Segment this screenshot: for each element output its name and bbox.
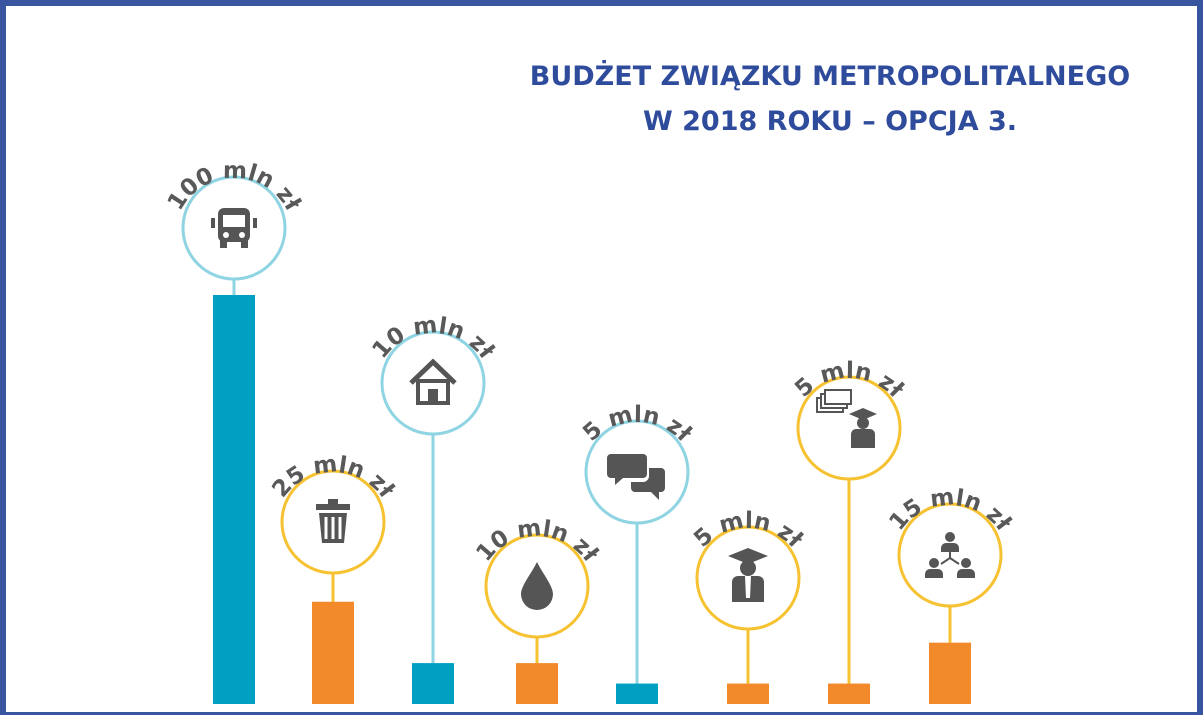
icon <box>239 232 245 238</box>
chart-title: W 2018 ROKU – OPCJA 3. <box>643 106 1017 137</box>
icon <box>253 218 257 228</box>
chart-title: BUDŻET ZWIĄZKU METROPOLITALNEGO <box>530 60 1130 92</box>
icon <box>409 358 457 385</box>
icon <box>521 562 553 610</box>
icon <box>857 417 869 429</box>
icon <box>220 240 227 248</box>
icon <box>211 218 215 228</box>
icon <box>521 562 553 610</box>
icon <box>925 532 975 578</box>
icon <box>816 389 877 448</box>
icon <box>241 240 248 248</box>
icon <box>925 569 943 578</box>
icon <box>316 499 350 543</box>
icon <box>740 560 756 576</box>
icon <box>211 208 257 248</box>
icon <box>409 358 457 405</box>
icon <box>223 215 245 227</box>
icon <box>929 558 939 568</box>
bar <box>727 683 769 704</box>
icon <box>851 429 875 448</box>
icon <box>416 379 450 405</box>
bar <box>412 663 454 704</box>
icon <box>945 532 955 542</box>
bar <box>828 683 870 704</box>
icon <box>961 558 971 568</box>
bar <box>616 683 658 704</box>
bar <box>312 601 354 704</box>
icon <box>607 454 647 485</box>
icon <box>728 548 768 564</box>
icon <box>324 517 328 539</box>
icon <box>428 389 438 403</box>
icon <box>338 517 342 539</box>
icon <box>331 517 335 539</box>
icon <box>849 408 877 420</box>
icon <box>316 504 350 510</box>
icon <box>607 454 665 500</box>
icon <box>940 552 960 565</box>
bar <box>929 642 971 704</box>
icon <box>328 499 338 504</box>
icon <box>631 468 665 500</box>
icon <box>824 389 852 405</box>
icon <box>223 232 229 238</box>
icon <box>728 548 768 602</box>
icon <box>941 543 959 552</box>
icon <box>957 569 975 578</box>
bar <box>213 295 255 704</box>
icon <box>745 576 751 598</box>
bar <box>516 663 558 704</box>
